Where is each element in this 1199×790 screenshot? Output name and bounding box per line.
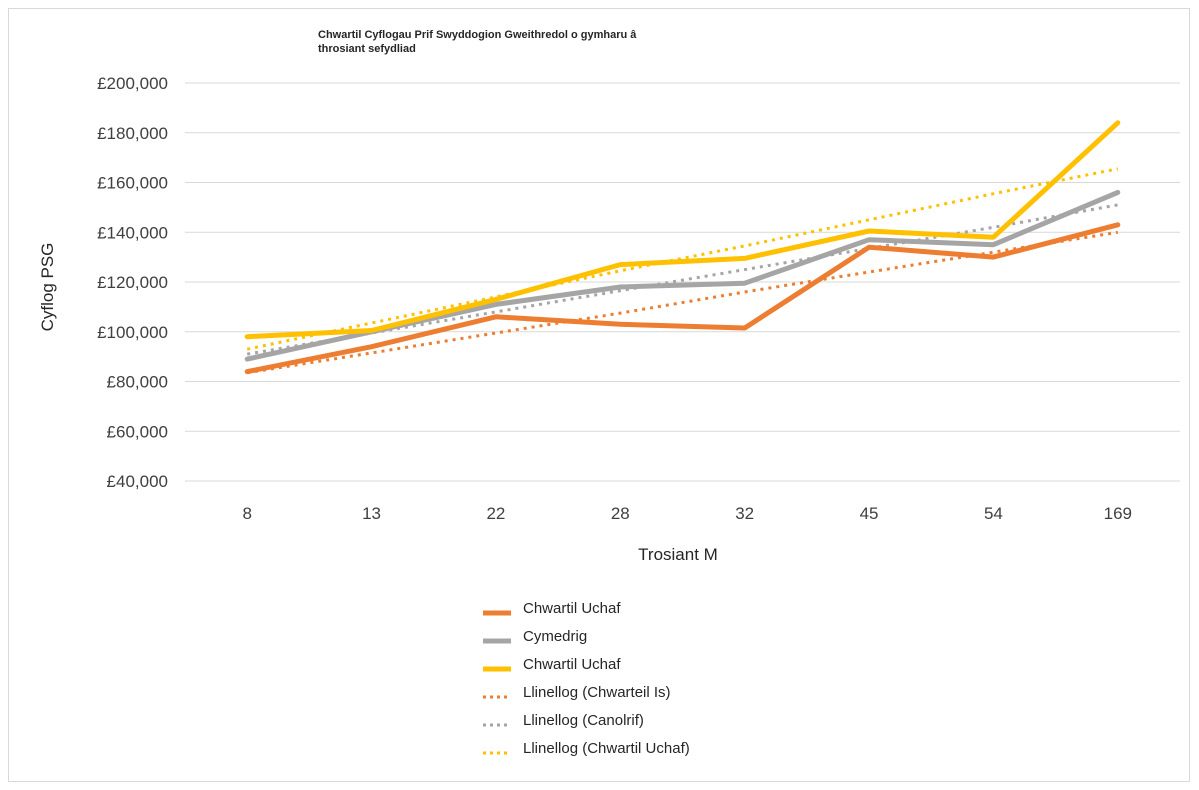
y-tick-label: £160,000 (97, 174, 168, 193)
y-tick-label: £120,000 (97, 273, 168, 292)
y-tick-label: £60,000 (107, 422, 168, 441)
legend-label: Chwartil Uchaf (523, 600, 621, 617)
x-tick-label: 22 (486, 504, 505, 523)
x-tick-label: 28 (611, 504, 630, 523)
x-axis-ticks: 8 13 22 28 32 45 54 169 (242, 504, 1132, 523)
legend-label: Cymedrig (523, 628, 587, 645)
x-tick-label: 169 (1104, 504, 1132, 523)
legend: Chwartil Uchaf Cymedrig Chwartil Uchaf Llin… (483, 600, 690, 757)
y-tick-label: £180,000 (97, 124, 168, 143)
x-tick-label: 8 (242, 504, 251, 523)
series-line (244, 120, 1121, 340)
series-lines (244, 120, 1121, 375)
chart-frame (8, 8, 1190, 782)
y-tick-label: £200,000 (97, 74, 168, 93)
x-tick-label: 32 (735, 504, 754, 523)
x-axis-title: Trosiant M (638, 545, 718, 564)
series-line (246, 203, 1119, 356)
chart-title-line-1: Chwartil Cyflogau Prif Swyddogion Gweith… (318, 29, 637, 41)
legend-label: Chwartil Uchaf (523, 656, 621, 673)
y-axis-ticks: £40,000 £60,000 £80,000 £100,000 £120,000 £14… (97, 74, 168, 491)
y-tick-label: £40,000 (107, 472, 168, 491)
series-line (246, 230, 1119, 375)
y-tick-label: £100,000 (97, 323, 168, 342)
series-line (244, 189, 1121, 362)
x-tick-label: 13 (362, 504, 381, 523)
legend-label: Llinellog (Chwartil Uchaf) (523, 740, 690, 757)
x-tick-label: 54 (984, 504, 1003, 523)
series-line (244, 222, 1121, 375)
y-tick-label: £80,000 (107, 373, 168, 392)
legend-label: Llinellog (Chwarteil Is) (523, 684, 671, 701)
legend-label: Llinellog (Canolrif) (523, 712, 644, 729)
x-tick-label: 45 (860, 504, 879, 523)
chart-title-line-2: throsiant sefydliad (318, 43, 416, 55)
gridlines (185, 82, 1180, 482)
y-tick-label: £140,000 (97, 223, 168, 242)
y-axis-title: Cyflog PSG (38, 243, 57, 332)
